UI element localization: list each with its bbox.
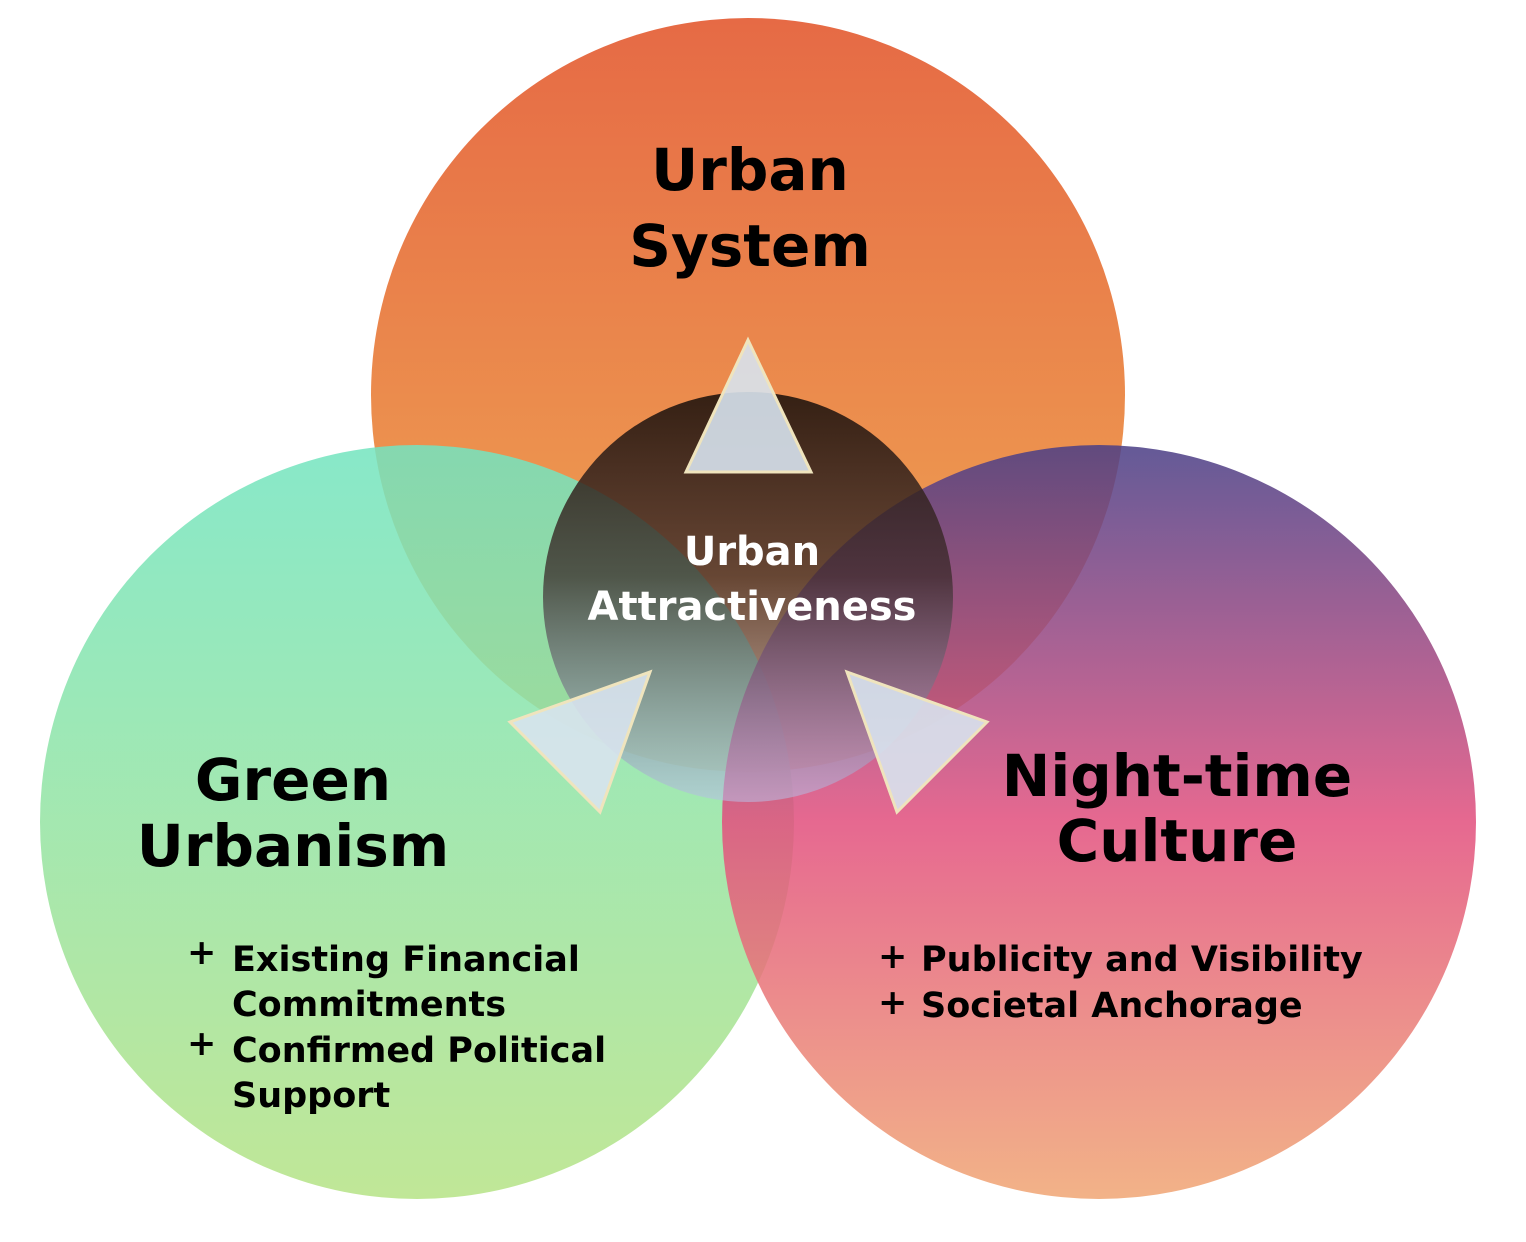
urban-attractiveness-label-line1: Urban [684,529,820,575]
arrow-to-green-urbanism [507,669,653,815]
night-bullet-1-line1: Publicity and Visibility [921,940,1363,980]
arrow-to-urban-system [683,336,814,474]
night-time-culture-label-line2: Culture [1057,807,1298,875]
green-urbanism-label-line1: Green [195,746,391,814]
night-bullet-2-symbol: + [878,983,907,1023]
green-bullet-1-line1: Existing Financial [232,940,580,980]
arrow-to-night-time-culture [844,669,990,815]
night-time-culture-label-line1: Night-time [1002,742,1352,810]
urban-attractiveness-label-line2: Attractiveness [588,584,917,630]
green-bullet-2-symbol: + [187,1024,216,1064]
urban-attractiveness-circle [543,392,953,802]
urban-system-label-line2: System [629,212,871,280]
green-bullet-1-line2: Commitments [232,985,506,1025]
green-bullet-2-line1: Confirmed Political [232,1031,606,1071]
green-bullet-2-line2: Support [232,1076,390,1116]
green-bullet-1-symbol: + [187,933,216,973]
urban-system-label-line1: Urban [651,136,849,204]
night-bullet-1-symbol: + [878,937,907,977]
green-urbanism-label-line2: Urbanism [137,812,450,880]
night-bullet-2-line1: Societal Anchorage [921,986,1303,1026]
